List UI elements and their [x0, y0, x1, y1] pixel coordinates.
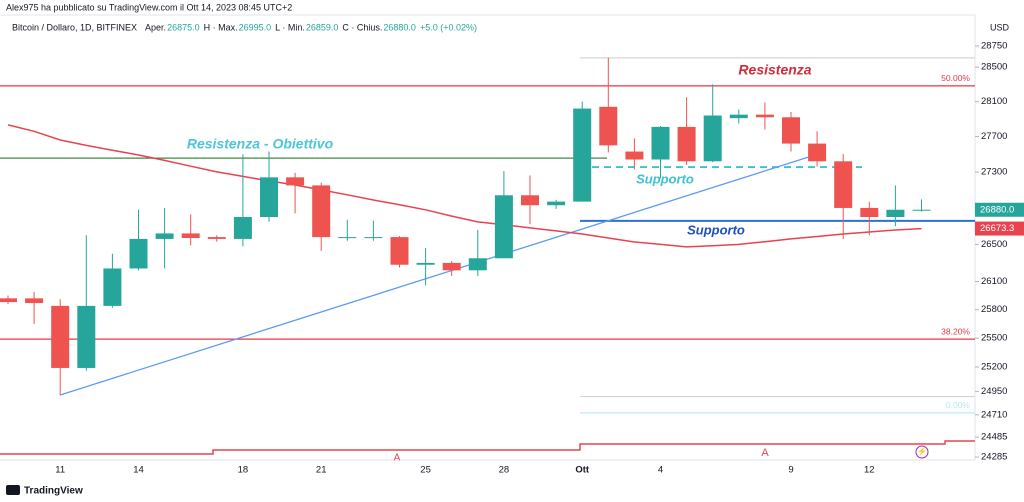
brand: TradingView: [24, 486, 83, 497]
candle-body: [207, 237, 226, 239]
price-tag: [975, 221, 1024, 236]
y-tick-label: 24485: [981, 432, 1007, 443]
y-tick-label: 26500: [981, 239, 1007, 250]
candle-body: [312, 185, 331, 238]
legend-text: +5.0 (+0.02%): [420, 22, 477, 32]
legend-text: Aper.: [145, 22, 166, 32]
event-icon-glyph: ⚡: [917, 446, 927, 456]
marker: A: [761, 447, 769, 459]
y-tick-label: 24710: [981, 409, 1007, 420]
candle-body: [573, 108, 592, 202]
candle-body: [286, 177, 305, 186]
candle-body: [155, 233, 174, 239]
legend-text: H · Max.: [204, 22, 238, 32]
legend-text: C · Chius.: [342, 22, 382, 32]
y-tick-label: 27700: [981, 131, 1007, 142]
annotation: Supporto: [636, 171, 694, 186]
price-tag-label: 26880.0: [980, 204, 1014, 215]
currency: USD: [990, 22, 1010, 32]
candle-body: [233, 217, 252, 239]
legend-text: 26880.0: [383, 22, 416, 32]
annotation: Resistenza: [738, 62, 811, 78]
x-tick-label: Ott: [575, 465, 590, 476]
candle-body: [599, 106, 618, 146]
y-tick-label: 24285: [981, 452, 1007, 463]
candle-body: [755, 114, 774, 118]
x-tick-label: 14: [133, 465, 144, 476]
legend-text: 26995.0: [239, 22, 272, 32]
indicator-line: [0, 440, 975, 455]
candle-body: [51, 305, 70, 368]
candle-body: [860, 207, 879, 218]
candle-body: [260, 177, 278, 218]
legend-text: L · Min.: [275, 22, 305, 32]
candle-body: [442, 262, 461, 271]
x-tick-label: 21: [316, 465, 327, 476]
annotation: Supporto: [687, 222, 745, 237]
candle-body: [547, 201, 566, 206]
candle-body: [0, 298, 17, 303]
price-tag: [975, 202, 1024, 217]
x-tick-label: 4: [658, 465, 663, 476]
x-tick-label: 25: [420, 465, 431, 476]
x-tick-label: 11: [55, 465, 65, 476]
candle-body: [808, 143, 827, 162]
candle-body: [390, 237, 409, 265]
x-tick-label: 18: [238, 465, 249, 476]
candle-body: [129, 238, 148, 269]
y-tick-label: 24950: [981, 386, 1007, 397]
moving-average: [7, 124, 922, 248]
y-tick-label: 28100: [981, 96, 1007, 107]
y-tick-label: 28500: [981, 62, 1007, 73]
y-tick-label: 26100: [981, 276, 1007, 287]
legend-text: Bitcoin / Dollaro, 1D, BITFINEX: [12, 22, 137, 32]
candle-body: [521, 195, 539, 206]
price-tag-label: 26673.3: [980, 223, 1014, 234]
y-tick-label: 25500: [981, 333, 1007, 344]
x-tick-label: 12: [864, 465, 875, 476]
candle-body: [77, 305, 96, 368]
candle-body: [651, 126, 670, 160]
y-tick-label: 25800: [981, 304, 1007, 315]
candle-body: [677, 126, 696, 162]
candle-body: [782, 117, 800, 144]
candle-body: [912, 209, 931, 211]
y-tick-label: 28750: [981, 40, 1007, 51]
logo: [6, 485, 20, 495]
x-tick-label: 28: [499, 465, 510, 476]
level-label: 0.00%: [946, 400, 971, 410]
candle-body: [181, 233, 200, 239]
candle-body: [703, 115, 722, 162]
candle-body: [468, 258, 487, 271]
annotation: Resistenza - Obiettivo: [187, 136, 334, 152]
level-label: 38.20%: [941, 326, 970, 336]
candle-body: [625, 151, 644, 160]
candle-body: [494, 195, 513, 259]
y-tick-label: 25200: [981, 361, 1007, 372]
candle-body: [364, 237, 383, 239]
publisher: Alex975 ha pubblicato su TradingView.com…: [6, 2, 292, 12]
candle-body: [103, 268, 122, 306]
event-icon: [915, 445, 929, 459]
level-label: 50.00%: [941, 73, 970, 83]
candle-body: [834, 161, 853, 208]
y-tick-label: 27300: [981, 166, 1007, 177]
legend-text: 26859.0: [306, 22, 339, 32]
candle-body: [729, 114, 748, 119]
x-tick-label: 9: [788, 465, 793, 476]
trendline: [60, 154, 816, 396]
marker: A: [394, 453, 401, 464]
candle-body: [886, 209, 905, 218]
candle-body: [25, 298, 44, 304]
legend-text: 26875.0: [167, 22, 200, 32]
candle-body: [416, 262, 435, 265]
candle-body: [338, 237, 357, 239]
